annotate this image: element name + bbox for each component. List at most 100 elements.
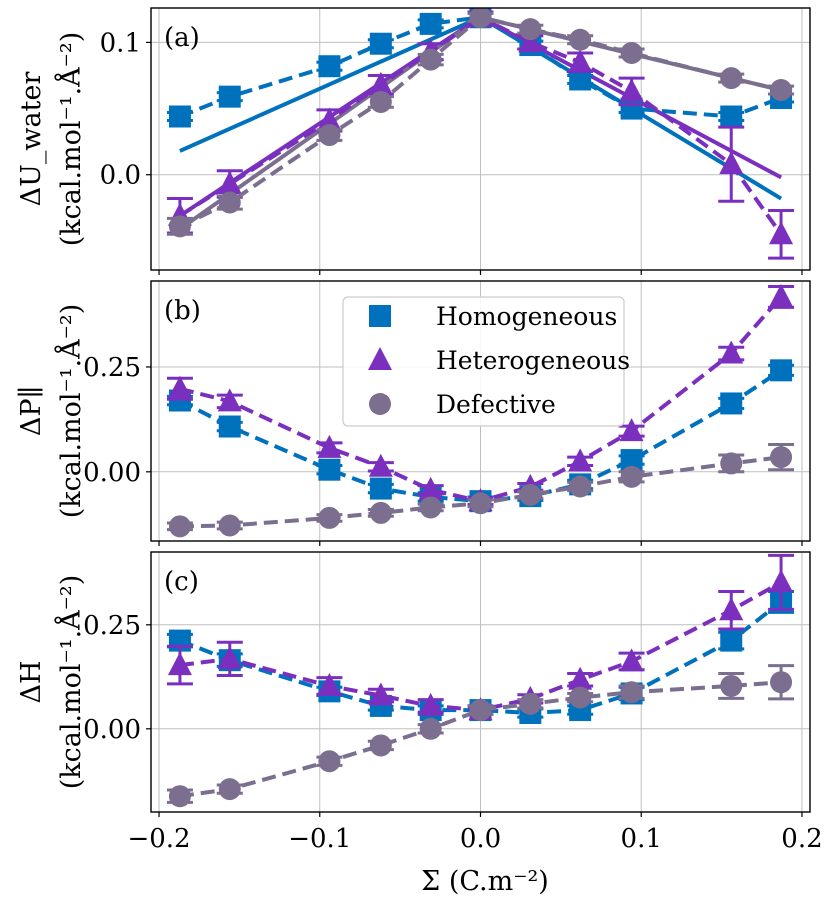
panel-2: 0.00 0.25 (b) ΔP∥ (kcal.mol⁻¹.Å⁻²) [16, 280, 811, 546]
legend-entry-heterogeneous: Heterogeneous [368, 346, 630, 375]
y-tick-label: 0.1 [100, 28, 141, 58]
legend-entry-defective: Defective [369, 390, 556, 419]
marker-heterogeneous [167, 375, 192, 399]
legend-label: Defective [436, 390, 556, 419]
marker-defective [519, 692, 542, 715]
marker-homogeneous [318, 55, 341, 78]
marker-defective [770, 671, 793, 694]
plot-area [166, 8, 795, 260]
marker-heterogeneous [719, 151, 744, 175]
marker-defective [369, 734, 392, 757]
marker-heterogeneous [769, 569, 794, 593]
legend-box [342, 296, 625, 427]
marker-defective [720, 67, 743, 90]
marker-defective [519, 483, 542, 506]
marker-defective [720, 452, 743, 475]
marker-defective [419, 48, 442, 71]
marker-heterogeneous [619, 78, 644, 102]
marker-heterogeneous [368, 453, 393, 477]
legend-marker-defective [369, 393, 391, 415]
marker-heterogeneous [568, 666, 593, 690]
marker-heterogeneous [368, 71, 393, 95]
marker-defective [569, 686, 592, 709]
y-tick-label: 0.25 [83, 353, 141, 383]
marker-defective [620, 41, 643, 64]
marker-homogeneous [218, 415, 241, 438]
marker-defective [168, 515, 191, 538]
marker-homogeneous [720, 105, 743, 128]
marker-defective [419, 717, 442, 740]
legend-label: Heterogeneous [436, 346, 630, 375]
y-tick-label: 0.00 [83, 458, 141, 488]
plot-area [166, 283, 795, 538]
x-tick-label: 0.2 [781, 824, 822, 854]
y-axis-unit: (kcal.mol⁻¹.Å⁻²) [54, 304, 87, 519]
marker-homogeneous [569, 68, 592, 91]
marker-homogeneous [369, 477, 392, 500]
marker-heterogeneous [568, 49, 593, 73]
x-tick-label: 0.0 [460, 824, 501, 854]
marker-heterogeneous [167, 652, 192, 676]
marker-heterogeneous [317, 672, 342, 696]
legend: Homogeneous Heterogeneous Defective [342, 296, 630, 427]
marker-homogeneous [419, 12, 442, 35]
marker-heterogeneous [217, 388, 242, 412]
marker-homogeneous [620, 97, 643, 120]
marker-heterogeneous [719, 340, 744, 364]
marker-defective [469, 492, 492, 515]
marker-homogeneous [620, 449, 643, 472]
marker-homogeneous [218, 85, 241, 108]
legend-marker-homogeneous [369, 305, 391, 327]
marker-defective [218, 191, 241, 214]
y-tick-label: 0.0 [100, 161, 141, 191]
y-axis-title: ΔU_water [16, 72, 47, 207]
y-axis-unit: (kcal.mol⁻¹.Å⁻²) [54, 575, 87, 790]
marker-homogeneous [168, 105, 191, 128]
marker-defective [469, 699, 492, 722]
panel-1: 0.0 0.1 (a) ΔU_water (kcal.mol⁻¹.Å⁻²) [16, 7, 811, 275]
marker-heterogeneous [518, 29, 543, 53]
marker-defective [569, 475, 592, 498]
y-axis-title: ΔH [16, 660, 47, 703]
marker-heterogeneous [317, 107, 342, 131]
marker-homogeneous [720, 629, 743, 652]
marker-heterogeneous [418, 692, 443, 716]
legend-marker-heterogeneous [368, 347, 392, 370]
marker-defective [168, 785, 191, 808]
marker-heterogeneous [769, 283, 794, 307]
marker-heterogeneous [619, 648, 644, 672]
panels-layer: 0.00.1 (a)ΔU_water (kcal.mol⁻¹.Å⁻²)0.000.2… [16, 7, 811, 817]
panel-3: 0.00 0.25 (c) ΔH (kcal.mol⁻¹.Å⁻²) [16, 551, 811, 817]
legend-entry-homogeneous: Homogeneous [369, 302, 617, 331]
marker-defective [218, 778, 241, 801]
marker-heterogeneous [769, 221, 794, 245]
marker-heterogeneous [418, 476, 443, 500]
x-axis-title: Σ (C.m⁻²) [421, 866, 549, 897]
marker-defective [419, 496, 442, 519]
marker-defective [369, 501, 392, 524]
x-tick-label: 0.1 [621, 824, 662, 854]
marker-heterogeneous [719, 597, 744, 621]
marker-defective [218, 514, 241, 537]
marker-heterogeneous [217, 170, 242, 194]
y-tick-label: 0.25 [83, 611, 141, 641]
marker-defective [369, 90, 392, 113]
x-axis: Σ (C.m⁻²) −0.2 −0.1 0.0 0.1 0.2 [127, 824, 822, 897]
marker-heterogeneous [317, 434, 342, 458]
panel-label: (c) [164, 567, 199, 597]
marker-heterogeneous [568, 448, 593, 472]
marker-defective [620, 681, 643, 704]
marker-defective [720, 674, 743, 697]
marker-defective [569, 28, 592, 51]
panel-label: (a) [164, 23, 200, 53]
marker-homogeneous [318, 458, 341, 481]
marker-defective [469, 8, 492, 29]
marker-homogeneous [369, 32, 392, 55]
marker-homogeneous [770, 359, 793, 382]
marker-defective [318, 750, 341, 773]
marker-defective [620, 465, 643, 488]
marker-defective [770, 446, 793, 469]
y-axis-unit: (kcal.mol⁻¹.Å⁻²) [54, 32, 87, 247]
panel-label: (b) [164, 296, 201, 326]
